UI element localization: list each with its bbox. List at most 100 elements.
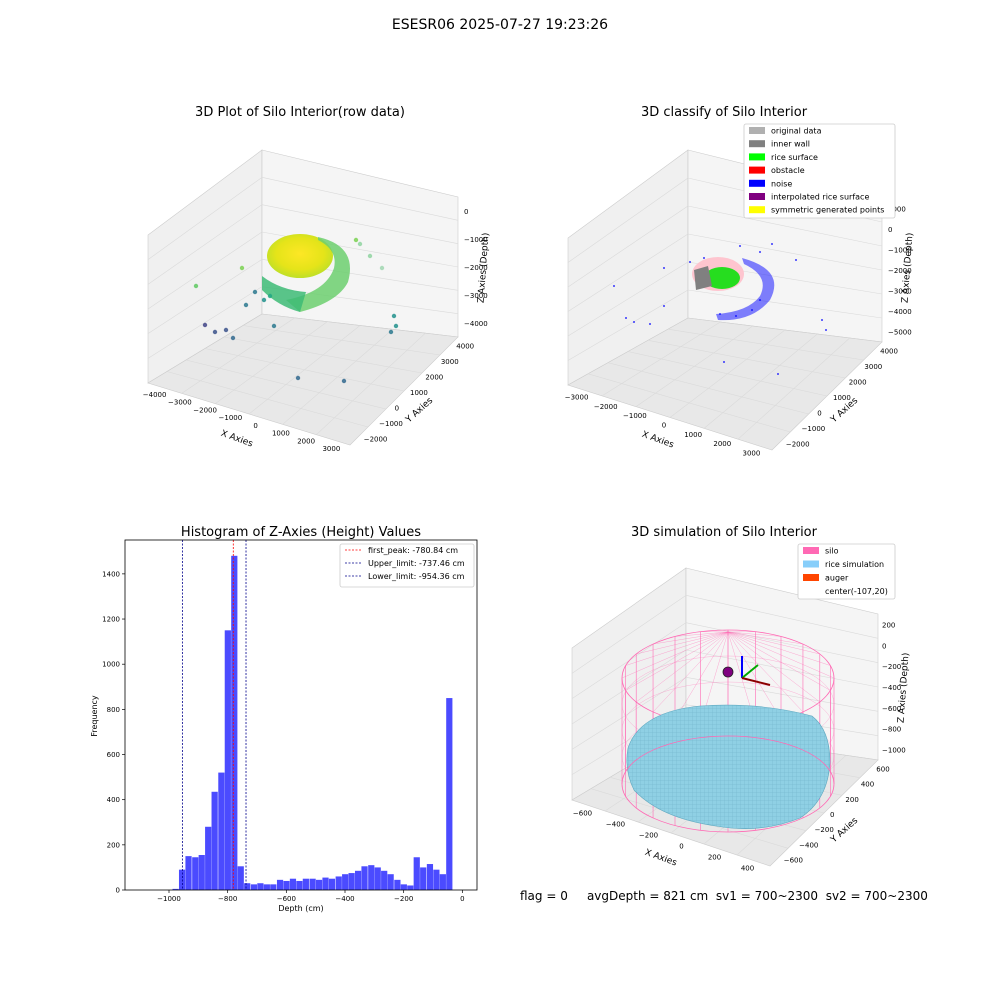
z-tick-label: −4000 [888,308,912,316]
hist-bar [381,870,388,890]
panel-simulation-3d: 3D simulation of Silo Interior −600−400−… [571,525,911,873]
x-tick-label: 2000 [713,440,731,448]
hist-x-label: Depth (cm) [278,904,323,913]
legend-entry: silo [825,547,839,556]
classify3d-y-tick-labels: −2000 −1000 0 1000 2000 3000 4000 [786,348,898,449]
y-tick-label: 0 [817,409,821,417]
noise-point [795,259,797,261]
hist-bar [237,866,244,890]
hist-bar [354,870,362,890]
hist-bar [328,878,336,890]
classify3d-scatter-points [613,243,827,375]
z-tick-label: −2000 [464,264,488,272]
raw3d-y-label: Y Axies [403,396,435,426]
z-tick-label: −5000 [888,329,912,337]
hist-y-tick-label: 600 [107,751,120,759]
noise-point [633,321,635,323]
y-tick-label: 4000 [456,343,474,351]
data-point [388,329,394,335]
legend-entry: rice simulation [825,560,884,569]
legend-entry: Lower_limit: -954.36 cm [368,572,465,581]
classify3d-z-label: Z Axies (Depth) [901,232,916,303]
hist-bar [342,874,349,890]
classify3d-rice-surface [704,267,740,289]
sim3d-x-tick-labels: −600 −400 −200 0 200 400 [573,810,754,873]
classify3d-gridlines [567,177,883,440]
hist-plot-area [172,540,453,890]
raw3d-x-label: X Axies [219,429,254,450]
y-tick-label: −2000 [786,440,810,448]
hist-bar [348,873,355,890]
z-tick-label: −3000 [888,288,912,296]
data-point [193,283,199,289]
sim3d-rice-simulation [626,704,831,829]
data-point [223,327,229,333]
hist-bar [205,826,212,890]
noise-point [663,267,665,269]
noise-point [735,315,737,317]
status-avg-depth: avgDepth = 821 cm [586,889,709,903]
hist-legend: first_peak: -780.84 cm Upper_limit: -737.… [339,543,475,588]
raw3d-z-label: Z Axies (Depth) [477,232,492,303]
hist-x-tick-label: −600 [277,895,296,903]
data-point [367,253,373,259]
hist-x-tick-label: −200 [394,895,413,903]
y-tick-label: −600 [784,856,803,864]
y-tick-label: −400 [799,841,818,849]
data-point [239,265,245,271]
hist-x-tick-label: −1000 [157,895,181,903]
y-tick-label: −1000 [802,425,826,433]
legend-entry: interpolated rice surface [771,193,869,202]
sim3d-legend: silo rice simulation auger center(-107,20) [797,543,896,600]
data-point [243,302,249,308]
hist-bar [302,878,309,890]
legend-entry: noise [771,179,792,188]
data-point [252,289,258,295]
hist-bar [185,856,192,890]
legend-swatch [749,140,765,148]
z-tick-label: −4000 [464,320,488,328]
hist-bar [413,857,420,890]
raw3d-x-tick-labels: −4000−3000−2000−1000 0 1000 2000 3000 [143,391,341,453]
x-tick-label: 200 [708,854,721,862]
classify3d-z-tick-labels: −5000 −4000 −3000 −2000 −1000 0 1000 [888,205,912,336]
hist-bar [250,884,258,890]
y-tick-label: 1000 [833,394,851,402]
hist-bar [433,869,440,890]
x-tick-label: −400 [606,821,625,829]
hist-bar [426,864,434,890]
hist-bar [296,880,303,890]
x-tick-label: 1000 [684,431,702,439]
hist-y-tick-label: 400 [107,796,120,804]
noise-point [723,361,725,363]
legend-swatch [749,166,765,174]
panel-classify-3d: 3D classify of Silo Interior −3000−2000−… [565,105,916,457]
hist-bar [315,879,323,890]
legend-swatch [749,153,765,161]
classify3d-legend: original data inner wall rice surface obsta… [743,123,896,219]
z-tick-label: 0 [888,226,892,234]
x-tick-label: 3000 [743,449,761,457]
y-tick-label: 2000 [425,374,443,382]
hist-y-tick-labels: 0 200 400 600 800 1000 1200 1400 [102,570,125,895]
legend-entry: first_peak: -780.84 cm [368,546,458,555]
y-tick-label: 400 [861,781,874,789]
hist-title: Histogram of Z-Axies (Height) Values [181,525,421,540]
data-point [341,378,347,384]
hist-bar [231,555,238,890]
x-tick-label: 400 [741,865,754,873]
x-tick-label: 3000 [322,445,340,453]
classify3d-noise-ring [716,258,775,321]
hist-y-tick-label: 1400 [102,570,120,578]
hist-bar [192,857,199,890]
x-tick-label: 0 [679,843,683,851]
noise-point [759,251,761,253]
z-tick-label: −200 [882,663,901,671]
legend-swatch [749,206,765,214]
legend-entry: symmetric generated points [771,206,884,215]
x-tick-label: −2000 [594,403,618,411]
legend-entry: auger [825,574,849,583]
status-flag: flag = 0 [520,889,568,903]
sim3d-auger [722,656,771,686]
data-point [357,241,363,247]
